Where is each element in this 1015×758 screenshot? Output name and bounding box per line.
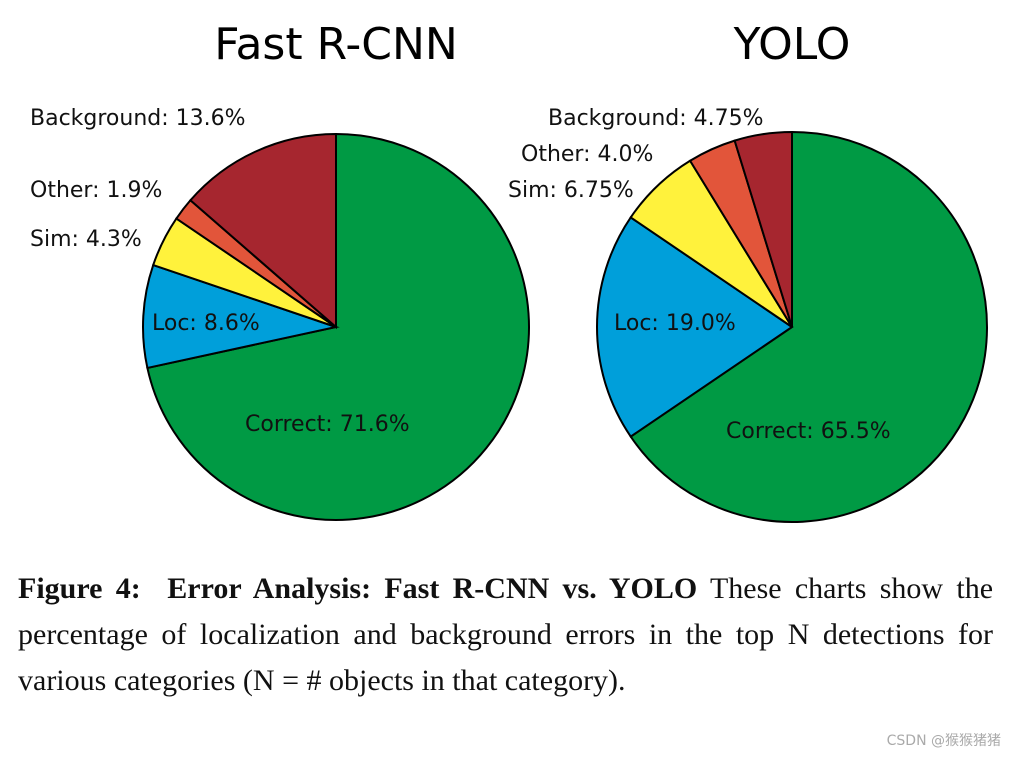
pie-slice [189, 132, 337, 330]
slice-label: Other: 4.0% [521, 142, 653, 167]
pie-slice [629, 130, 988, 523]
chart-title: YOLO [733, 19, 851, 70]
caption-label: Figure 4: [18, 572, 141, 605]
slice-label: Background: 4.75% [548, 106, 764, 131]
caption-body: These charts show the percentage of loca… [18, 572, 994, 697]
slice-label: Background: 13.6% [30, 106, 246, 131]
caption: Figure 4: Error Analysis: Fast R-CNN vs.… [18, 566, 993, 704]
watermark: CSDN @猴猴猪猪 [886, 733, 1001, 749]
slice-label: Sim: 6.75% [508, 178, 634, 203]
slice-label: Sim: 4.3% [30, 227, 142, 252]
caption-heading: Error Analysis: Fast R-CNN vs. YOLO [167, 572, 698, 605]
pie-slice [596, 216, 794, 438]
slice-label: Correct: 71.6% [245, 412, 410, 437]
slice-label: Other: 1.9% [30, 178, 162, 203]
slice-label: Correct: 65.5% [726, 419, 891, 444]
pie-slice [142, 263, 340, 370]
slice-label: Loc: 8.6% [152, 311, 260, 336]
slice-label: Loc: 19.0% [614, 311, 736, 336]
chart-title: Fast R-CNN [214, 19, 458, 70]
charts: Fast R-CNN Correct: 71.6% Loc: 8.6% Sim: 4.… [30, 19, 988, 523]
pie-slice [733, 130, 793, 328]
